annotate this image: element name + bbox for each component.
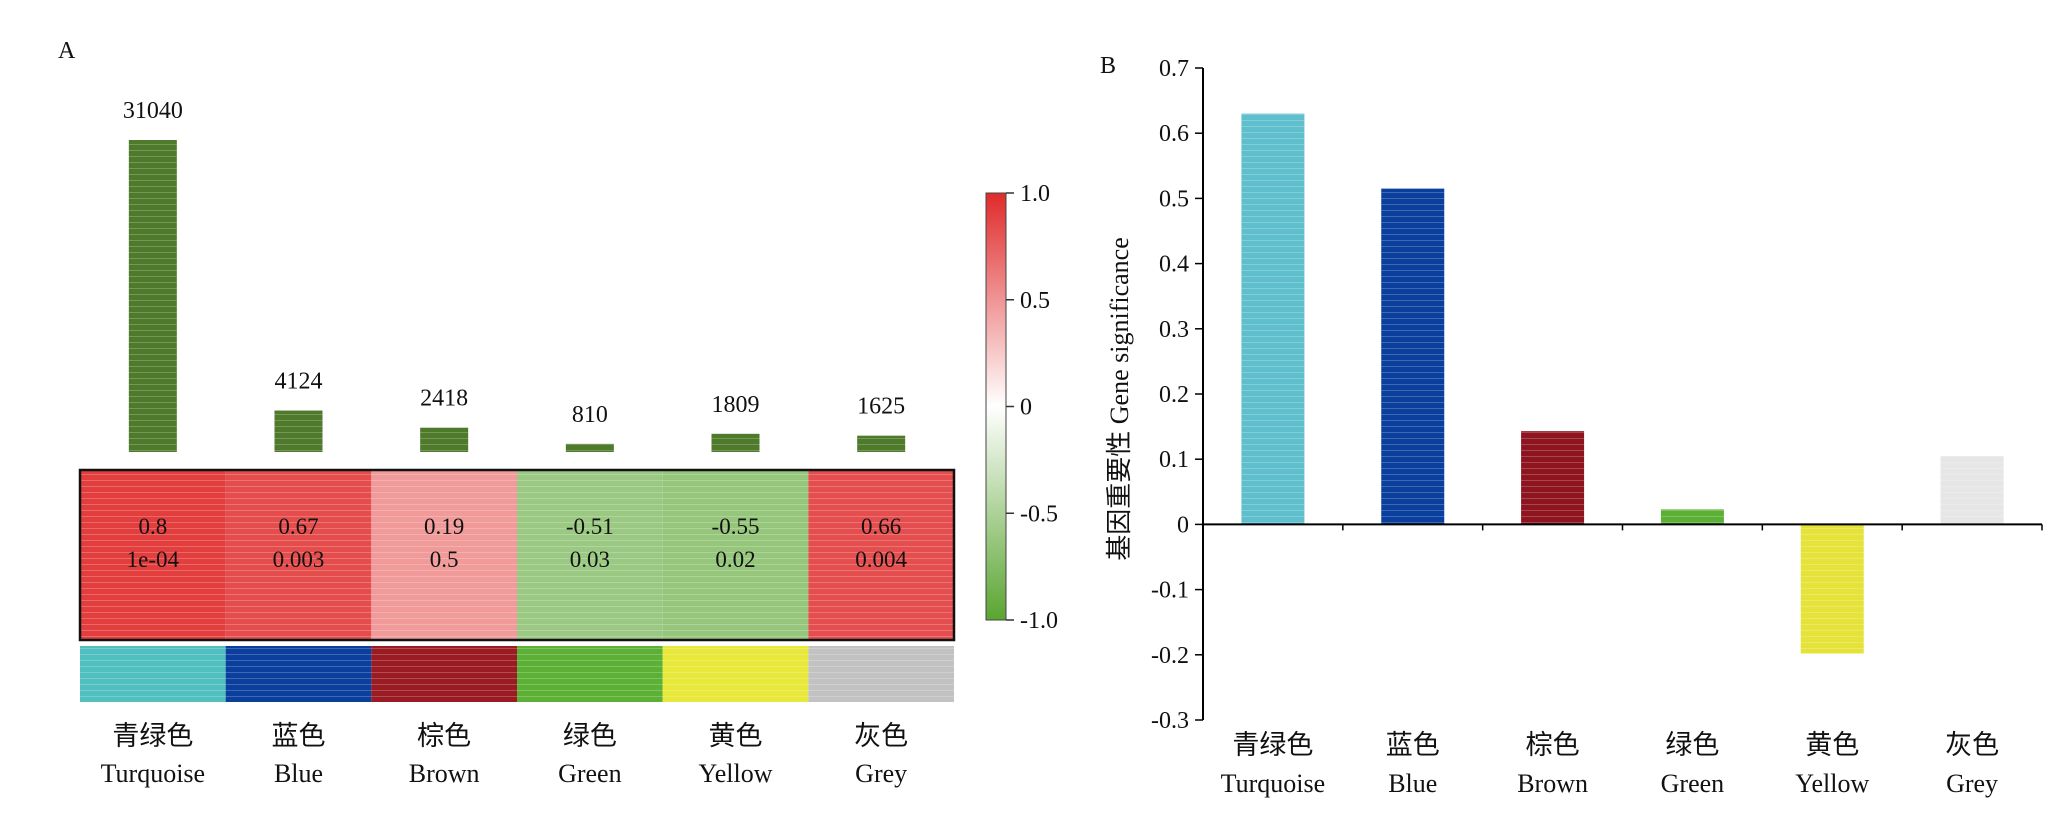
y-tick-label: 0.1: [1159, 447, 1189, 473]
cell-texture: [371, 470, 517, 640]
category-label-zh: 棕色: [1526, 730, 1580, 760]
category-label-zh: 蓝色: [272, 721, 326, 751]
bar-texture: [1241, 113, 1305, 525]
bar-texture: [1381, 188, 1445, 525]
bar-value-label: 1809: [712, 392, 760, 418]
category-label-zh: 绿色: [1665, 730, 1719, 760]
category-label-zh: 棕色: [417, 721, 471, 751]
bar-texture: [1800, 524, 1864, 654]
colorbar-tick-label: -0.5: [1020, 501, 1058, 527]
y-tick-label: 0.3: [1159, 317, 1189, 343]
p-value-label: 0.5: [430, 547, 459, 572]
bar-texture: [857, 435, 906, 452]
colorbar-tick-label: 0.5: [1020, 288, 1050, 314]
colorbar: 1.0 0.5 0 -0.5 -1.0: [985, 181, 1058, 634]
y-tick-label: 0: [1177, 512, 1189, 538]
panel-a-category-labels: 青绿色 Turquoise 蓝色 Blue 棕色 Brown 绿色 Green 黄色 Yellow…: [101, 721, 909, 788]
category-label-en: Green: [558, 759, 622, 788]
bar-texture: [565, 443, 614, 452]
y-tick-label: -0.1: [1151, 578, 1189, 604]
y-tick-label: 0.7: [1159, 56, 1189, 82]
category-label-zh: 蓝色: [1386, 730, 1440, 760]
bar-value-label: 31040: [123, 98, 183, 124]
y-tick-label: -0.2: [1151, 643, 1189, 669]
bar-value-label: 810: [572, 402, 608, 428]
cell-texture: [808, 470, 954, 640]
bar-value-label: 2418: [420, 386, 468, 412]
category-label-en: Grey: [855, 759, 907, 788]
category-label-zh: 灰色: [1945, 730, 1999, 760]
correlation-label: 0.8: [138, 514, 167, 539]
swatch-texture: [225, 646, 372, 702]
category-label-en: Grey: [1946, 769, 1998, 798]
correlation-label: -0.51: [566, 514, 614, 539]
p-value-label: 0.003: [273, 547, 325, 572]
category-label-en: Yellow: [699, 759, 773, 788]
colorbar-tick-label: 0: [1020, 395, 1032, 421]
category-label-zh: 青绿色: [112, 721, 193, 751]
swatch-texture: [517, 646, 663, 702]
bar-texture: [274, 410, 323, 452]
category-label-en: Blue: [274, 759, 323, 788]
panel-b-axes: 0.7 0.6 0.5 0.4 0.3 0.2 0.1 0 -0.1 -0.2 -0.3: [1151, 56, 2043, 734]
category-label-zh: 黄色: [1805, 730, 1859, 760]
bar-texture: [711, 433, 760, 452]
bar-texture: [128, 140, 177, 452]
y-tick-label: 0.5: [1159, 186, 1189, 212]
y-tick-label: 0.4: [1159, 252, 1189, 278]
p-value-label: 0.02: [715, 547, 755, 572]
category-label-en: Yellow: [1795, 769, 1869, 798]
bar-value-label: 4124: [275, 369, 323, 395]
correlation-label: 0.66: [861, 514, 901, 539]
category-label-en: Brown: [409, 759, 480, 788]
heatmap-border: [78, 468, 956, 642]
y-tick-label: 0.6: [1159, 121, 1189, 147]
bar-texture: [1521, 431, 1585, 525]
bar-value-label: 1625: [857, 394, 905, 420]
y-tick-label: 0.2: [1159, 382, 1189, 408]
y-tick-label: -0.3: [1151, 708, 1189, 734]
correlation-label: 0.67: [278, 514, 318, 539]
swatch-texture: [662, 646, 809, 702]
p-value-label: 1e-04: [127, 547, 180, 572]
cell-texture: [662, 470, 809, 640]
swatch-texture: [371, 646, 517, 702]
bar-texture: [420, 427, 469, 452]
colorbar-tick-label: -1.0: [1020, 608, 1058, 634]
panel-a-label: A: [58, 38, 76, 64]
category-label-en: Brown: [1517, 769, 1588, 798]
correlation-label: -0.55: [712, 514, 760, 539]
cell-texture: [80, 470, 226, 640]
panel-b-label: B: [1100, 53, 1116, 79]
bar-texture: [1660, 509, 1724, 525]
module-color-strip: [80, 646, 954, 702]
y-axis-label: 基因重要性 Gene significance: [1105, 237, 1134, 560]
category-label-zh: 黄色: [709, 721, 763, 751]
cell-texture: [517, 470, 663, 640]
p-value-label: 0.004: [855, 547, 907, 572]
panel-b-category-labels: 青绿色 Turquoise 蓝色 Blue 棕色 Brown 绿色 Green 黄色 Yellow…: [1221, 730, 1999, 798]
colorbar-tick-label: 1.0: [1020, 181, 1050, 207]
panel-b: B 0.7 0.6 0.5 0.4 0.3 0.2 0.1 0 -0.1 -0.2 -0.3 青绿色…: [1100, 53, 2043, 798]
category-label-zh: 青绿色: [1232, 730, 1313, 760]
p-value-label: 0.03: [570, 547, 610, 572]
correlation-heatmap: 0.8 1e-04 0.67 0.003 0.19 0.5 -0.51 0.03 -0.55 0.…: [78, 468, 956, 642]
category-label-en: Turquoise: [1221, 769, 1326, 798]
swatch-texture: [808, 646, 954, 702]
correlation-label: 0.19: [424, 514, 464, 539]
category-label-en: Blue: [1388, 769, 1437, 798]
colorbar-gradient: [985, 192, 1007, 621]
category-label-en: Turquoise: [101, 759, 206, 788]
cell-texture: [225, 470, 372, 640]
category-label-en: Green: [1661, 769, 1725, 798]
module-size-bars: 31040 4124 2418 810 1809 1625: [123, 98, 906, 452]
gene-significance-bars: [1241, 113, 2004, 654]
bar-texture: [1940, 455, 2004, 525]
category-label-zh: 灰色: [854, 721, 908, 751]
swatch-texture: [80, 646, 226, 702]
category-label-zh: 绿色: [563, 721, 617, 751]
